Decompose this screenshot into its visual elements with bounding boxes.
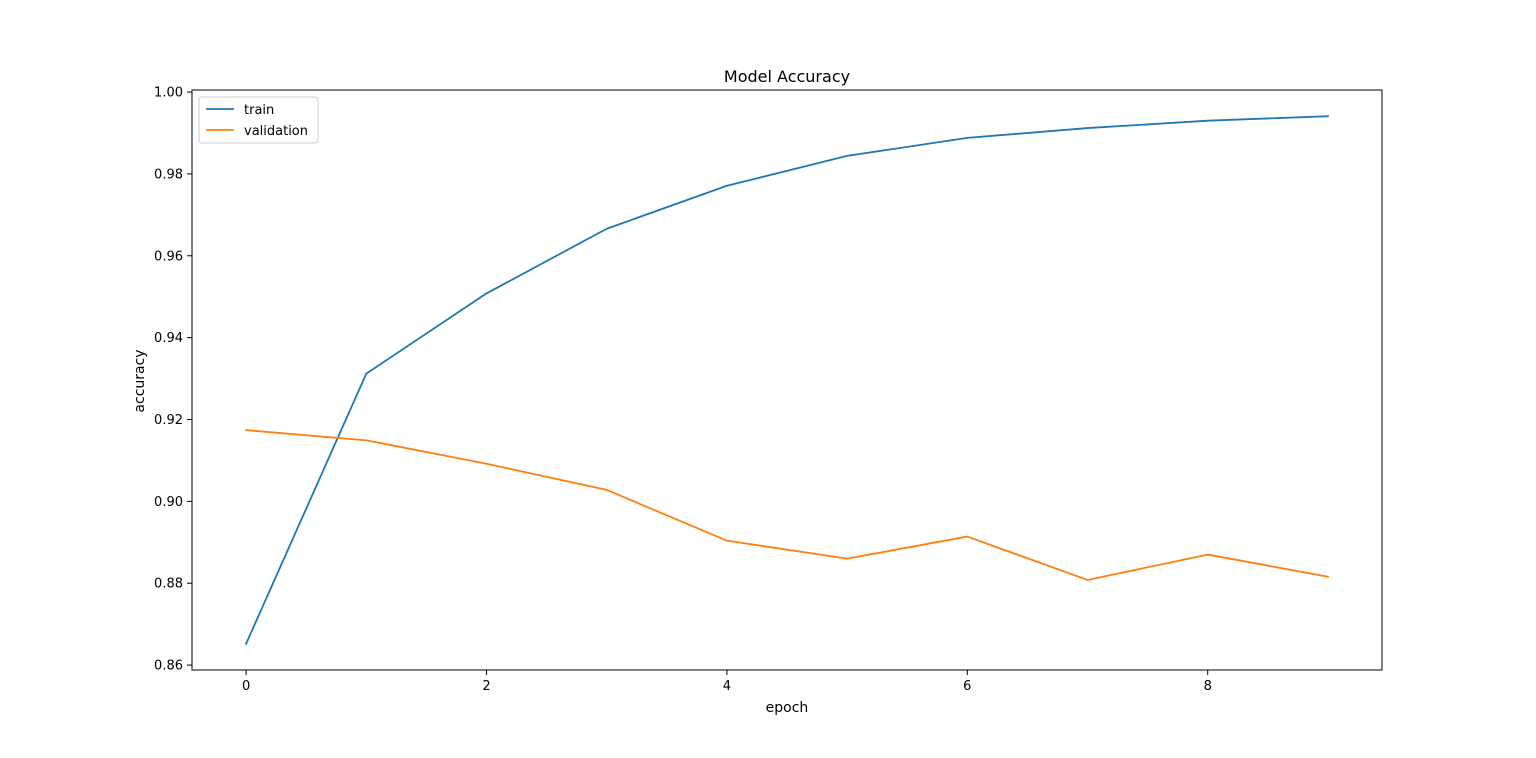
y-tick-label: 0.88 xyxy=(154,577,183,592)
x-tick-label: 0 xyxy=(242,679,250,694)
y-tick-label: 0.90 xyxy=(154,495,183,510)
y-tick-label: 0.96 xyxy=(154,249,183,264)
chart-title: Model Accuracy xyxy=(724,67,850,86)
legend: train validation xyxy=(199,97,318,143)
y-axis-label: accuracy xyxy=(132,349,148,412)
x-axis-label: epoch xyxy=(766,700,809,716)
y-tick-label: 0.98 xyxy=(154,167,183,182)
legend-label-validation: validation xyxy=(244,124,308,139)
x-tick-label: 6 xyxy=(963,679,971,694)
y-tick-label: 0.92 xyxy=(154,413,183,428)
x-tick-label: 2 xyxy=(482,679,490,694)
x-tick-label: 4 xyxy=(723,679,731,694)
y-tick-label: 1.00 xyxy=(154,86,183,101)
x-tick-label: 8 xyxy=(1204,679,1212,694)
y-tick-label: 0.86 xyxy=(154,659,183,674)
legend-label-train: train xyxy=(244,103,274,118)
y-tick-label: 0.94 xyxy=(154,331,183,346)
